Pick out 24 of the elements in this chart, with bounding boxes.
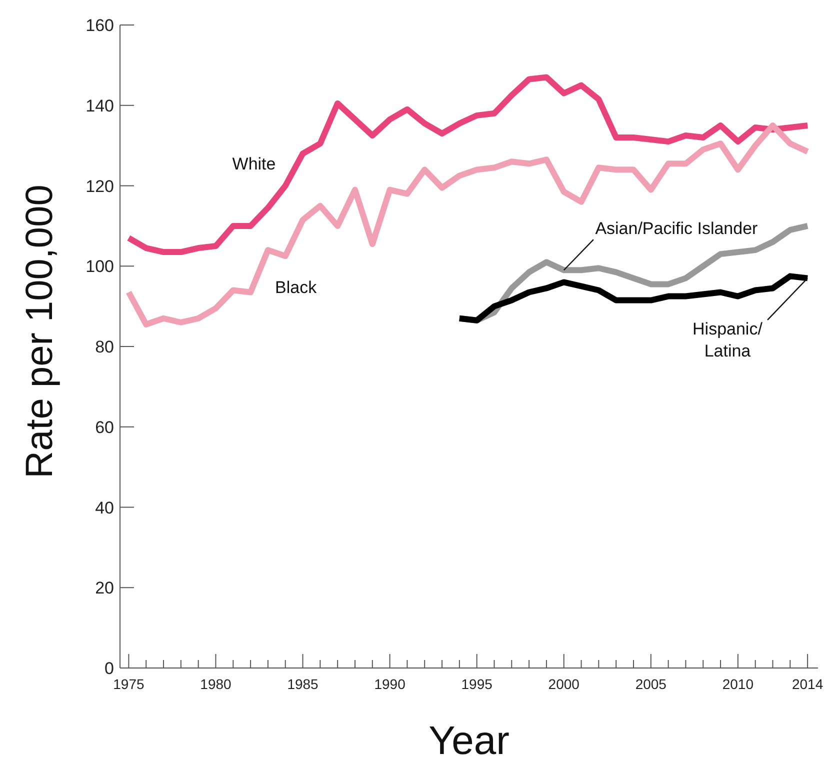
x-tick-label: 1995 [461, 676, 493, 692]
y-tick-label: 100 [86, 257, 114, 276]
x-tick-label: 1975 [113, 676, 144, 692]
y-tick-label: 140 [86, 96, 114, 116]
y-tick-label: 40 [95, 498, 114, 518]
series-label: Asian/Pacific Islander [595, 218, 758, 238]
y-tick-label: 80 [95, 338, 114, 356]
series-label: White [232, 154, 276, 174]
x-tick-label: 2010 [722, 676, 754, 692]
y-tick-label: 60 [95, 418, 114, 437]
x-tick-label: 1985 [287, 676, 319, 692]
y-axis-title: Rate per 100,000 [19, 184, 61, 478]
x-tick-label: 1990 [374, 676, 406, 692]
x-tick-label: 2005 [635, 676, 667, 692]
y-tick-label: 0 [104, 659, 114, 678]
y-tick-label: 120 [86, 176, 114, 196]
y-tick-label: 20 [95, 578, 114, 598]
series-label: Black [275, 278, 318, 298]
series-label: Hispanic/ Latina [692, 319, 763, 360]
x-tick-label: 1980 [200, 676, 232, 692]
x-tick-label: 2014 [792, 676, 824, 692]
x-tick-label: 2000 [548, 676, 580, 692]
y-tick-label: 160 [86, 16, 114, 35]
x-axis-title: Year [428, 719, 510, 763]
